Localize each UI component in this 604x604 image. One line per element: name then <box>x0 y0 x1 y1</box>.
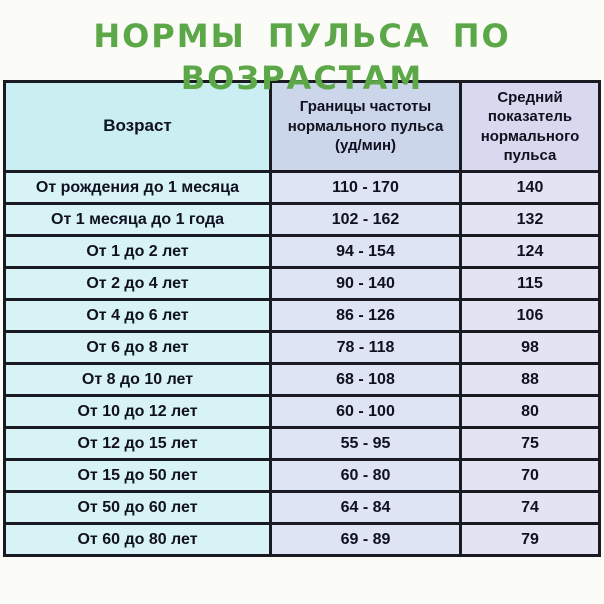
cell-avg: 74 <box>459 490 601 525</box>
table-header-row: Возраст Границы частоты нормального пуль… <box>3 80 601 173</box>
cell-range: 78 - 118 <box>269 330 462 365</box>
cell-range: 68 - 108 <box>269 362 462 397</box>
cell-range: 102 - 162 <box>269 202 462 237</box>
cell-age: От 8 до 10 лет <box>3 362 272 397</box>
table-header: Возраст Границы частоты нормального пуль… <box>3 80 601 173</box>
page-title: НОРМЫ ПУЛЬСА ПО ВОЗРАСТАМ <box>93 17 511 97</box>
table-row: От 1 месяца до 1 года 102 - 162 132 <box>3 202 601 237</box>
cell-age: От 60 до 80 лет <box>3 522 272 557</box>
cell-age: От 1 до 2 лет <box>3 234 272 269</box>
cell-avg: 124 <box>459 234 601 269</box>
cell-range: 69 - 89 <box>269 522 462 557</box>
table-row: От 10 до 12 лет 60 - 100 80 <box>3 394 601 429</box>
cell-avg: 140 <box>459 170 601 205</box>
cell-avg: 88 <box>459 362 601 397</box>
header-range: Границы частоты нормального пульса (уд/м… <box>269 80 462 173</box>
cell-range: 94 - 154 <box>269 234 462 269</box>
table-row: От 2 до 4 лет 90 - 140 115 <box>3 266 601 301</box>
table-row: От 1 до 2 лет 94 - 154 124 <box>3 234 601 269</box>
pulse-norms-table: Возраст Границы частоты нормального пуль… <box>3 80 601 557</box>
cell-range: 86 - 126 <box>269 298 462 333</box>
header-avg: Средний показатель нормального пульса <box>459 80 601 173</box>
cell-range: 110 - 170 <box>269 170 462 205</box>
table-row: От 15 до 50 лет 60 - 80 70 <box>3 458 601 493</box>
table-row: От 50 до 60 лет 64 - 84 74 <box>3 490 601 525</box>
cell-avg: 106 <box>459 298 601 333</box>
header-age: Возраст <box>3 80 272 173</box>
cell-avg: 80 <box>459 394 601 429</box>
table-row: От 60 до 80 лет 69 - 89 79 <box>3 522 601 557</box>
cell-age: От 6 до 8 лет <box>3 330 272 365</box>
cell-age: От 12 до 15 лет <box>3 426 272 461</box>
cell-age: От 50 до 60 лет <box>3 490 272 525</box>
cell-avg: 70 <box>459 458 601 493</box>
cell-avg: 98 <box>459 330 601 365</box>
cell-age: От 1 месяца до 1 года <box>3 202 272 237</box>
cell-range: 60 - 100 <box>269 394 462 429</box>
table-row: От 4 до 6 лет 86 - 126 106 <box>3 298 601 333</box>
cell-range: 55 - 95 <box>269 426 462 461</box>
table-body: От рождения до 1 месяца 110 - 170 140 От… <box>3 170 601 557</box>
cell-age: От рождения до 1 месяца <box>3 170 272 205</box>
cell-avg: 79 <box>459 522 601 557</box>
cell-range: 90 - 140 <box>269 266 462 301</box>
cell-age: От 15 до 50 лет <box>3 458 272 493</box>
cell-age: От 10 до 12 лет <box>3 394 272 429</box>
cell-age: От 4 до 6 лет <box>3 298 272 333</box>
table-row: От 6 до 8 лет 78 - 118 98 <box>3 330 601 365</box>
cell-avg: 115 <box>459 266 601 301</box>
cell-range: 64 - 84 <box>269 490 462 525</box>
cell-range: 60 - 80 <box>269 458 462 493</box>
table-row: От рождения до 1 месяца 110 - 170 140 <box>3 170 601 205</box>
cell-avg: 75 <box>459 426 601 461</box>
cell-avg: 132 <box>459 202 601 237</box>
cell-age: От 2 до 4 лет <box>3 266 272 301</box>
table-row: От 8 до 10 лет 68 - 108 88 <box>3 362 601 397</box>
table-row: От 12 до 15 лет 55 - 95 75 <box>3 426 601 461</box>
